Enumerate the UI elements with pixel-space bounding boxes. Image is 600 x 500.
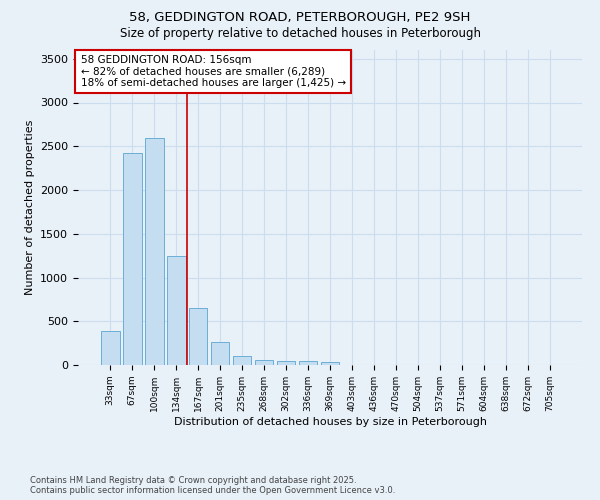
X-axis label: Distribution of detached houses by size in Peterborough: Distribution of detached houses by size … xyxy=(173,416,487,426)
Bar xyxy=(255,360,274,365)
Bar xyxy=(277,360,295,365)
Text: Size of property relative to detached houses in Peterborough: Size of property relative to detached ho… xyxy=(119,28,481,40)
Text: Contains HM Land Registry data © Crown copyright and database right 2025.
Contai: Contains HM Land Registry data © Crown c… xyxy=(30,476,395,495)
Bar xyxy=(145,138,164,365)
Bar xyxy=(233,356,251,365)
Bar xyxy=(101,331,119,365)
Bar xyxy=(320,362,340,365)
Y-axis label: Number of detached properties: Number of detached properties xyxy=(25,120,35,295)
Bar xyxy=(211,342,229,365)
Bar xyxy=(123,153,142,365)
Bar xyxy=(299,361,317,365)
Text: 58, GEDDINGTON ROAD, PETERBOROUGH, PE2 9SH: 58, GEDDINGTON ROAD, PETERBOROUGH, PE2 9… xyxy=(130,11,470,24)
Bar xyxy=(189,308,208,365)
Bar xyxy=(167,256,185,365)
Text: 58 GEDDINGTON ROAD: 156sqm
← 82% of detached houses are smaller (6,289)
18% of s: 58 GEDDINGTON ROAD: 156sqm ← 82% of deta… xyxy=(80,54,346,88)
